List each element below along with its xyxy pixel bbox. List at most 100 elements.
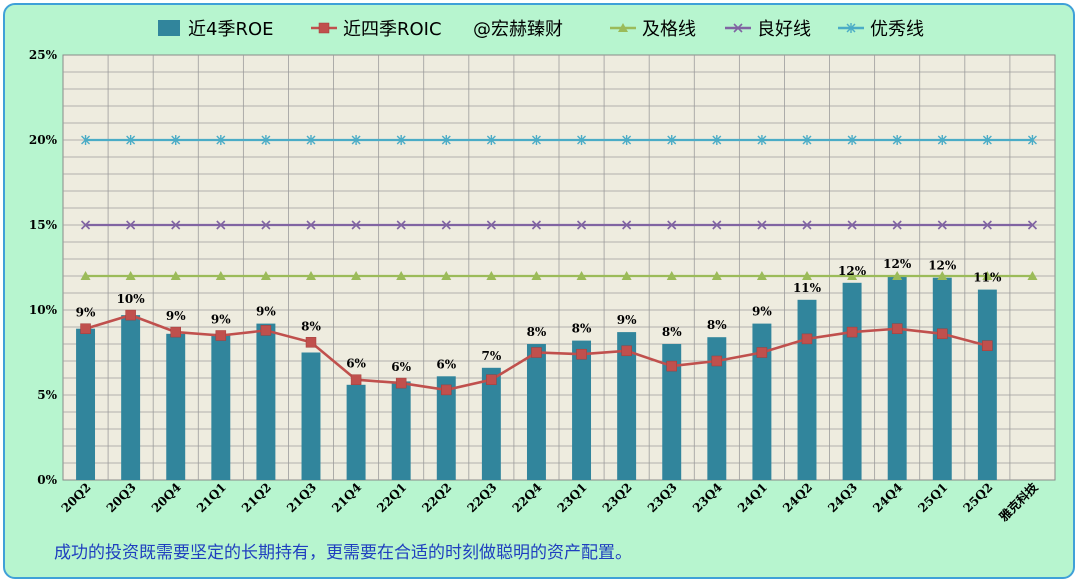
- roe-bar: [842, 282, 862, 480]
- roe-bar: [391, 381, 411, 480]
- good-point: [667, 220, 677, 230]
- roe-bar: [76, 328, 96, 480]
- roic-point: [260, 325, 272, 336]
- roe-data-label: 9%: [166, 309, 186, 323]
- good-point: [622, 220, 632, 230]
- pass-point: [260, 271, 271, 280]
- x-tick-label: 22Q3: [464, 480, 499, 515]
- legend-marker: [318, 22, 330, 34]
- y-tick-label: 10%: [29, 303, 58, 317]
- good-point: [351, 220, 361, 230]
- roe-data-label: 9%: [76, 306, 96, 320]
- good-point: [396, 220, 406, 230]
- x-tick-label: 20Q2: [59, 480, 94, 515]
- roic-point: [395, 377, 407, 389]
- roe-data-label: 12%: [883, 257, 912, 271]
- roic-point: [576, 348, 587, 360]
- roe-bar: [481, 367, 501, 480]
- good-point: [171, 220, 181, 230]
- excellent-point: [1027, 135, 1037, 145]
- excellent-point: [126, 135, 136, 145]
- legend-marker: [618, 23, 628, 32]
- roe-bar: [752, 323, 772, 480]
- roe-data-label: 12%: [838, 264, 867, 278]
- x-tick-label: 22Q2: [419, 480, 454, 515]
- good-point: [216, 220, 226, 230]
- roic-point: [441, 384, 452, 396]
- pass-point: [756, 271, 767, 280]
- pass-point: [1027, 271, 1038, 280]
- x-tick-label: 21Q3: [284, 480, 319, 515]
- y-tick-label: 0%: [37, 473, 57, 487]
- roe-data-label: 6%: [391, 360, 411, 374]
- x-tick-label: 23Q1: [555, 480, 590, 515]
- roic-point: [80, 323, 91, 334]
- x-tick-label: 24Q3: [825, 480, 860, 515]
- legend-label: 良好线: [757, 19, 811, 40]
- roe-data-label: 10%: [117, 292, 146, 306]
- excellent-point: [667, 135, 677, 145]
- roic-point: [621, 345, 632, 357]
- roe-data-label: 6%: [346, 357, 366, 371]
- roe-data-label: 11%: [973, 271, 1002, 285]
- excellent-point: [892, 135, 902, 145]
- roe-bar: [166, 333, 186, 480]
- roic-point: [801, 333, 813, 345]
- pass-point: [441, 271, 452, 280]
- roe-bar: [932, 277, 952, 480]
- pass-point: [306, 271, 316, 280]
- legend-label: 优秀线: [870, 19, 924, 40]
- excellent-point: [351, 135, 361, 145]
- pass-point: [576, 271, 587, 280]
- roic-point: [846, 326, 858, 338]
- roe-bar: [887, 276, 907, 480]
- roe-data-label: 9%: [752, 305, 772, 319]
- good-point: [80, 220, 91, 230]
- roe-data-label: 8%: [662, 325, 682, 339]
- roic-point: [891, 323, 903, 334]
- pass-point: [396, 271, 407, 280]
- excellent-point: [577, 135, 587, 145]
- good-point: [892, 220, 902, 230]
- x-tick-label: 21Q1: [194, 480, 229, 515]
- x-tick-label: 24Q4: [870, 480, 905, 515]
- footer-note: 成功的投资既需要坚定的长期持有，更需要在合适的时刻做聪明的资产配置。: [54, 543, 632, 563]
- x-tick-label: 23Q2: [600, 480, 635, 515]
- good-point: [306, 220, 316, 230]
- good-point: [441, 220, 451, 230]
- good-point: [847, 220, 857, 230]
- roe-data-label: 8%: [301, 319, 321, 333]
- pass-point: [802, 271, 812, 280]
- roic-point: [756, 347, 768, 358]
- x-tick-label: 25Q1: [915, 480, 950, 515]
- pass-point: [486, 271, 497, 280]
- roe-data-label: 8%: [527, 325, 547, 339]
- excellent-point: [622, 135, 632, 145]
- legend-marker: [846, 23, 856, 33]
- y-tick-label: 5%: [37, 388, 57, 402]
- legend-marker: [733, 23, 743, 33]
- roic-point: [215, 330, 227, 341]
- pass-point: [847, 271, 858, 280]
- good-point: [531, 220, 542, 230]
- roe-bar: [256, 323, 276, 480]
- good-point: [982, 220, 992, 230]
- good-point: [576, 220, 587, 230]
- pass-point: [711, 271, 722, 280]
- excellent-point: [441, 135, 451, 145]
- good-point: [937, 220, 947, 230]
- x-tick-label: 25Q2: [960, 480, 995, 515]
- x-tick-label: 20Q4: [149, 480, 184, 515]
- roe-data-label: 8%: [707, 318, 727, 332]
- roe-bar: [346, 384, 366, 480]
- pass-point: [892, 271, 903, 280]
- good-point: [802, 220, 812, 230]
- legend-label: 近4季ROE: [188, 19, 274, 40]
- excellent-point: [261, 135, 271, 145]
- roic-point: [125, 309, 136, 321]
- roe-data-label: 9%: [617, 313, 637, 327]
- x-tick-label: 雅克科技: [995, 479, 1041, 525]
- roe-data-label: 6%: [436, 357, 456, 371]
- good-point: [126, 220, 136, 230]
- roe-bar: [211, 333, 231, 480]
